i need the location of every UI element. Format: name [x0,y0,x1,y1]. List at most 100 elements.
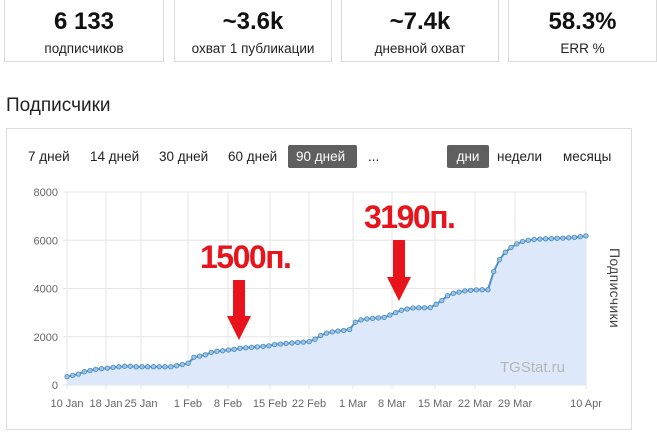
data-point[interactable] [548,235,555,242]
data-point[interactable] [491,268,497,275]
data-point[interactable] [122,363,128,369]
data-point[interactable] [398,307,405,313]
data-point[interactable] [416,305,422,311]
data-point[interactable] [329,329,335,335]
data-point[interactable] [393,309,399,316]
data-point[interactable] [162,364,168,370]
data-point[interactable] [502,249,508,255]
data-point[interactable] [318,332,324,339]
data-point[interactable] [387,312,393,318]
range-button-60[interactable]: 60 дней [228,149,278,164]
data-point[interactable] [427,304,433,311]
data-point[interactable] [277,341,284,347]
data-point[interactable] [346,326,353,333]
data-point[interactable] [139,364,145,370]
data-point[interactable] [185,360,191,366]
data-point[interactable] [283,340,289,347]
data-point[interactable] [202,352,209,358]
data-point[interactable] [571,234,578,241]
data-point[interactable] [93,366,99,372]
granularity-button-months[interactable]: месяцы [563,149,612,164]
data-point[interactable] [473,287,480,293]
data-point[interactable] [341,327,347,334]
data-point[interactable] [433,301,439,307]
data-point[interactable] [208,349,214,356]
data-point[interactable] [542,236,549,242]
range-button-14[interactable]: 14 дней [90,149,140,164]
data-point[interactable] [537,236,543,242]
data-point[interactable] [468,287,474,294]
range-button-7[interactable]: 7 дней [28,149,70,164]
data-point[interactable] [450,290,457,296]
data-point[interactable] [237,345,243,351]
data-point[interactable] [525,237,531,243]
data-point[interactable] [81,369,87,375]
data-point[interactable] [404,306,410,312]
data-point[interactable] [554,235,560,241]
data-point[interactable] [439,297,445,304]
data-point[interactable] [150,364,157,370]
data-point[interactable] [104,365,111,371]
data-point[interactable] [514,241,520,247]
data-point[interactable] [560,235,566,241]
data-point[interactable] [133,364,139,370]
data-point[interactable] [519,238,526,245]
data-point[interactable] [323,330,330,336]
data-point[interactable] [260,343,266,350]
data-point[interactable] [289,340,295,346]
data-point[interactable] [410,305,416,311]
data-point[interactable] [196,353,203,359]
data-point[interactable] [127,363,134,369]
data-point[interactable] [254,344,260,350]
granularity-button-weeks[interactable]: недели [497,149,543,164]
data-point[interactable] [173,363,180,369]
data-point[interactable] [70,372,76,379]
data-point[interactable] [156,364,162,370]
data-point[interactable] [295,339,301,346]
data-point[interactable] [375,315,382,321]
range-button-30[interactable]: 30 дней [159,149,209,164]
range-button-90[interactable]: 90 дней [288,145,357,168]
data-point[interactable] [485,287,491,293]
data-point[interactable] [168,364,174,370]
data-point[interactable] [444,293,451,299]
data-point[interactable] [566,235,572,241]
data-point[interactable] [266,343,272,349]
data-point[interactable] [479,287,485,293]
data-point[interactable] [364,316,370,322]
data-point[interactable] [369,315,376,322]
data-point[interactable] [98,365,105,372]
data-point[interactable] [508,244,514,251]
data-point[interactable] [381,314,387,321]
data-point[interactable] [231,346,237,352]
data-point[interactable] [583,233,589,239]
range-button-more[interactable]: ... [368,149,380,164]
data-point[interactable] [145,364,151,370]
granularity-button-days[interactable]: дни [447,145,489,168]
data-point[interactable] [271,341,278,348]
data-point[interactable] [87,367,93,374]
data-point[interactable] [352,319,358,325]
data-point[interactable] [300,339,307,345]
data-point[interactable] [191,354,197,360]
data-point[interactable] [179,361,185,368]
data-point[interactable] [312,336,318,342]
data-point[interactable] [243,345,249,351]
data-point[interactable] [225,347,232,353]
data-point[interactable] [220,348,226,354]
data-point[interactable] [358,317,364,323]
data-point[interactable] [421,305,428,311]
data-point[interactable] [496,256,503,263]
data-point[interactable] [64,373,70,380]
data-point[interactable] [456,289,462,295]
data-point[interactable] [335,328,341,334]
data-point[interactable] [110,364,116,371]
data-point[interactable] [116,364,122,370]
data-point[interactable] [577,233,583,240]
data-point[interactable] [462,288,468,294]
data-point[interactable] [531,236,537,243]
data-point[interactable] [306,338,312,345]
data-point[interactable] [214,348,220,354]
data-point[interactable] [75,371,82,377]
data-point[interactable] [248,344,255,351]
